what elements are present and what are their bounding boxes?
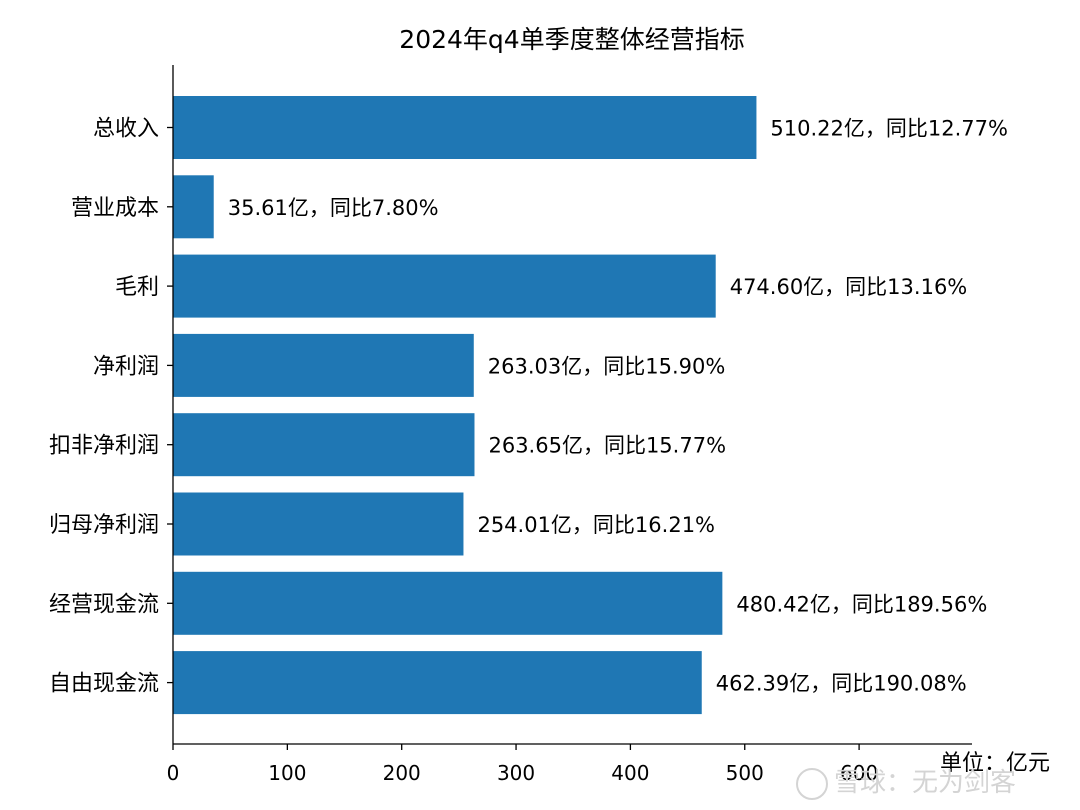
category-label: 归母净利润 [49, 513, 159, 538]
bar [173, 492, 464, 556]
category-label: 自由现金流 [49, 672, 159, 697]
watermark-text: 雪球：无为剑客 [834, 768, 1017, 798]
data-label: 254.01亿，同比16.21% [477, 513, 715, 537]
bar [173, 651, 702, 715]
x-tick-label: 100 [268, 761, 306, 785]
data-label: 474.60亿，同比13.16% [730, 275, 968, 299]
data-label: 480.42亿，同比189.56% [736, 592, 987, 616]
axes-layer [167, 65, 972, 750]
bar [173, 333, 474, 397]
category-label: 营业成本 [71, 196, 159, 221]
bar [173, 254, 716, 318]
x-tick-label: 600 [840, 761, 878, 785]
category-label: 扣非净利润 [49, 434, 159, 459]
category-label: 净利润 [93, 354, 159, 379]
bar [173, 571, 723, 635]
x-tick-label: 200 [383, 761, 421, 785]
data-label: 263.65亿，同比15.77% [488, 434, 726, 458]
bars-layer [173, 96, 757, 715]
labels-layer: 总收入 510.22亿，同比12.77% 营业成本 35.61亿，同比7.80% 毛利 4… [49, 117, 1008, 786]
category-label: 经营现金流 [49, 592, 159, 617]
watermark: 雪球：无为剑客 [796, 762, 1016, 800]
bar [173, 413, 475, 477]
x-tick-label: 300 [497, 761, 535, 785]
x-tick-label: 400 [611, 761, 649, 785]
chart-title: 2024年q4单季度整体经营指标 [399, 25, 744, 54]
data-label: 263.03亿，同比15.90% [488, 354, 726, 378]
category-label: 总收入 [93, 117, 159, 142]
bar [173, 175, 214, 239]
data-label: 462.39亿，同比190.08% [716, 672, 967, 696]
bar [173, 96, 757, 159]
data-label: 35.61亿，同比7.80% [228, 196, 439, 220]
snowball-logo-icon [796, 767, 828, 800]
unit-label: 单位：亿元 [940, 751, 1050, 776]
category-label: 毛利 [115, 275, 159, 300]
x-tick-label: 500 [726, 761, 764, 785]
data-label: 510.22亿，同比12.77% [770, 117, 1008, 141]
x-tick-label: 0 [167, 761, 180, 785]
